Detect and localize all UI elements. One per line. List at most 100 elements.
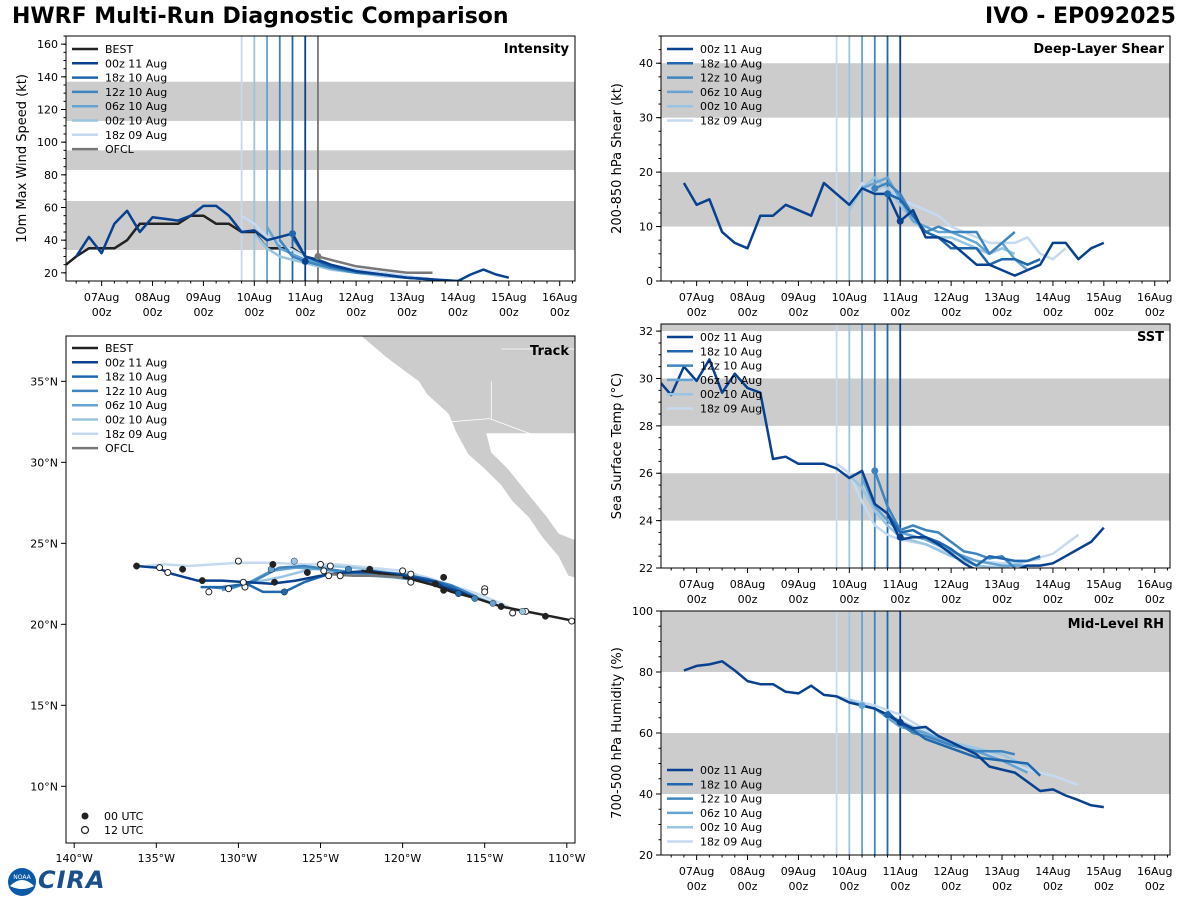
init-marker — [896, 533, 904, 541]
plot-area — [661, 324, 1170, 568]
legend-label: OFCL — [105, 442, 135, 455]
x-tick-label-hour: 00z — [92, 306, 112, 319]
x-tick-label-date: 15Aug — [491, 291, 526, 304]
track-point-00utc — [440, 573, 448, 581]
y-tick-label: 60 — [44, 202, 58, 215]
x-tick-label-date: 09Aug — [781, 578, 816, 591]
y-tick-label: 22 — [639, 562, 653, 575]
panel-title: SST — [1137, 330, 1164, 345]
track-point-00utc — [269, 560, 277, 568]
x-tick-label-date: 09Aug — [186, 291, 221, 304]
legend-label: 00z 10 Aug — [700, 388, 762, 401]
lat-tick-label: 25°N — [30, 537, 58, 550]
init-marker — [871, 184, 879, 192]
x-tick-label-date: 12Aug — [933, 291, 968, 304]
track-point-00utc — [366, 565, 374, 573]
x-tick-label-hour: 00z — [1094, 593, 1114, 606]
x-tick-label-hour: 00z — [738, 306, 758, 319]
x-tick-label-date: 12Aug — [933, 865, 968, 878]
y-tick-label: 20 — [639, 166, 653, 179]
x-tick-label-date: 07Aug — [679, 578, 714, 591]
x-tick-label-hour: 00z — [1043, 593, 1063, 606]
legend-label: 06z 10 Aug — [700, 86, 762, 99]
y-tick-label: 80 — [639, 666, 653, 679]
cira-logo: NOAA — [8, 868, 36, 896]
x-tick-label-hour: 00z — [1145, 306, 1165, 319]
y-tick-label: 0 — [646, 275, 653, 288]
x-tick-label-date: 14Aug — [1035, 291, 1070, 304]
track-point-12utc — [225, 585, 233, 593]
y-tick-label: 10 — [639, 221, 653, 234]
axes-frame — [660, 323, 1171, 569]
x-tick-label-date: 11Aug — [882, 291, 917, 304]
series-line-r00z11 — [683, 660, 1104, 809]
y-tick-label: 100 — [632, 605, 653, 618]
track-point-00utc — [541, 612, 549, 620]
threshold-band — [66, 81, 575, 121]
x-tick-label-hour: 00z — [397, 306, 417, 319]
panel-shear: 0 10 20 30 40 07Aug 00z 08Aug 00z 09Aug 00z 10Aug 00… — [610, 35, 1172, 319]
legend-label: 00z 11 Aug — [105, 356, 167, 369]
x-tick-label-date: 12Aug — [933, 578, 968, 591]
track-point-12utc — [509, 609, 517, 617]
track-point-00utc — [497, 603, 505, 610]
legend-label: 00z 10 Aug — [105, 115, 167, 128]
y-tick-label: 30 — [639, 112, 653, 125]
track-point-12utc — [205, 588, 213, 596]
x-tick-label-date: 09Aug — [781, 865, 816, 878]
x-tick-label-hour: 00z — [789, 880, 809, 893]
y-tick-label: 26 — [639, 467, 653, 480]
marker-legend-label: 00 UTC — [104, 810, 144, 823]
x-tick-label-date: 14Aug — [1035, 865, 1070, 878]
lat-tick-label: 30°N — [30, 456, 58, 469]
x-tick-label-date: 13Aug — [389, 291, 424, 304]
threshold-band — [661, 733, 1170, 794]
legend-label: 18z 10 Aug — [700, 345, 762, 358]
x-tick-label-hour: 00z — [244, 306, 264, 319]
plot-area — [66, 36, 575, 281]
x-tick-label-hour: 00z — [839, 593, 859, 606]
x-tick-label-hour: 00z — [890, 593, 910, 606]
track-point-00utc — [198, 577, 206, 585]
threshold-band — [661, 63, 1170, 118]
legend-label: 18z 09 Aug — [700, 403, 762, 416]
storm-id: IVO - EP092025 — [985, 4, 1176, 29]
track-point-00utc — [280, 588, 288, 596]
y-tick-label: 32 — [639, 325, 653, 338]
x-tick-label-date: 11Aug — [882, 578, 917, 591]
track-point-12utc — [320, 567, 328, 575]
x-tick-label-hour: 00z — [1094, 880, 1114, 893]
x-tick-label-hour: 00z — [143, 306, 163, 319]
lat-tick-label: 15°N — [30, 699, 58, 712]
legend-label: 12z 10 Aug — [700, 793, 762, 806]
legend-label: 00z 10 Aug — [105, 414, 167, 427]
figure-title: HWRF Multi-Run Diagnostic Comparison — [12, 4, 509, 29]
legend-label: 00z 11 Aug — [105, 57, 167, 70]
threshold-band — [661, 324, 1170, 332]
x-tick-label-date: 13Aug — [984, 291, 1019, 304]
init-marker — [884, 711, 892, 719]
x-tick-label-hour: 00z — [1043, 880, 1063, 893]
lat-tick-label: 35°N — [30, 375, 58, 388]
legend-label: 18z 09 Aug — [700, 115, 762, 128]
x-tick-label-hour: 00z — [890, 880, 910, 893]
legend-label: 18z 10 Aug — [700, 778, 762, 791]
cira-logo-text: CIRA — [38, 866, 106, 894]
x-tick-label-hour: 00z — [890, 306, 910, 319]
x-tick-label-hour: 00z — [1145, 593, 1165, 606]
panel-title: Intensity — [504, 42, 570, 57]
init-marker — [314, 253, 322, 260]
political-border — [450, 418, 575, 442]
y-axis-label: Sea Surface Temp (°C) — [610, 373, 625, 520]
track-point-12utc — [317, 560, 324, 568]
track-point-00utc — [271, 578, 278, 586]
x-tick-label-hour: 00z — [941, 880, 961, 893]
track-point-12utc — [336, 572, 344, 580]
legend-label: 12z 10 Aug — [105, 385, 167, 398]
threshold-band — [66, 200, 575, 250]
x-tick-label-date: 10Aug — [832, 291, 867, 304]
